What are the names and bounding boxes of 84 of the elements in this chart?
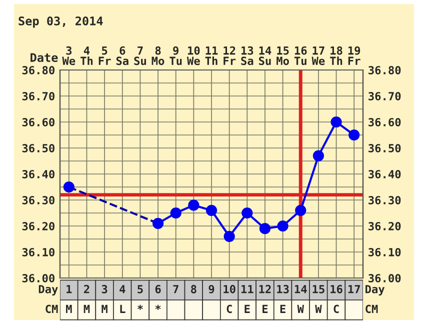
point [63, 181, 74, 193]
text: Date [30, 53, 58, 62]
y-tick-label: 36.80 [22, 66, 54, 74]
x-tick-label: 7 Su [134, 46, 146, 66]
text: W [297, 304, 304, 313]
point [242, 207, 253, 219]
point [259, 223, 271, 234]
text: M [66, 304, 72, 313]
text: * [138, 304, 143, 310]
point [152, 218, 164, 229]
text: 14 [294, 285, 307, 294]
y2-tick-label: 36.70 [368, 92, 401, 100]
point [170, 207, 182, 219]
point [312, 150, 324, 162]
x-tick-label: 9 Tu [170, 46, 182, 66]
text: C [334, 304, 339, 314]
y-tick-label: 36.50 [22, 144, 54, 152]
text: 1 [66, 285, 72, 294]
text: 12 [259, 284, 271, 294]
y-tick-label: 36.10 [22, 248, 54, 256]
point [277, 220, 288, 232]
x-tick-label: 10 We [186, 46, 200, 66]
text: W [315, 304, 322, 313]
text: E [280, 304, 286, 313]
y-tick-label: 36.40 [22, 170, 54, 178]
x-tick-label: 5 Fr [98, 46, 111, 65]
text: CM [366, 304, 378, 314]
x-tick-label: 4 Th [80, 46, 93, 65]
x-tick-label: 6 Sa [116, 46, 128, 66]
x-tick-label: 16 Tu [294, 46, 307, 66]
text: C [226, 304, 232, 314]
x-tick-label: 3 We [62, 46, 76, 66]
text: 15 [312, 285, 324, 294]
y2-tick-label: 36.10 [368, 248, 401, 256]
y2-tick-label: 36.30 [368, 196, 401, 204]
text: 16 [330, 284, 342, 294]
x-tick-label: 17 We [312, 46, 325, 66]
x-tick-label: 8 Mo [152, 46, 164, 66]
y-tick-label: 36.30 [22, 196, 54, 204]
text: CM [46, 304, 58, 314]
x-tick-label: 12 Fr [224, 46, 236, 65]
text: 17 [348, 285, 360, 294]
y2-tick-label: 36.40 [368, 170, 401, 178]
text: 10 [224, 284, 236, 294]
text: E [262, 304, 268, 313]
text: M [102, 304, 108, 313]
text: 4 [120, 285, 126, 294]
y2-tick-label: 36.80 [368, 66, 401, 74]
text: 11 [241, 285, 254, 294]
point [330, 116, 342, 128]
x-tick-label: 14 Su [258, 46, 272, 66]
y-tick-label: 36.70 [22, 92, 54, 100]
x-tick-label: 18 Th [330, 46, 342, 65]
y2-tick-label: 36.50 [368, 144, 401, 152]
text: * [155, 304, 161, 310]
point [206, 204, 218, 216]
point [295, 204, 306, 216]
x-tick-label: 11 Th [205, 46, 218, 65]
text: 3 [102, 284, 108, 294]
y-tick-label: 36.60 [22, 118, 54, 126]
text: Sep 03, 2014 [18, 16, 103, 28]
point [224, 230, 235, 242]
text: 6 [155, 284, 161, 294]
x-tick-label: 15 Mo [276, 46, 289, 66]
text: Day [366, 285, 385, 296]
text: L [120, 304, 126, 313]
text: 5 [138, 285, 143, 294]
y2-tick-label: 36.00 [368, 274, 401, 282]
text: 13 [277, 284, 289, 294]
x-tick-label: 19 Fr [348, 46, 360, 65]
text: E [244, 304, 250, 313]
y2-tick-label: 36.20 [368, 222, 401, 230]
y-tick-label: 36.20 [22, 222, 54, 230]
y-tick-label: 36.00 [22, 274, 54, 282]
text: 8 [191, 284, 196, 294]
text: 9 [208, 284, 214, 294]
point [188, 200, 200, 211]
point [348, 129, 360, 141]
y2-tick-label: 36.60 [368, 118, 401, 126]
text: 2 [84, 284, 90, 294]
text: M [84, 304, 90, 313]
text: 7 [173, 285, 178, 294]
x-tick-label: 13 Sa [241, 46, 254, 66]
text: Day [38, 285, 58, 296]
